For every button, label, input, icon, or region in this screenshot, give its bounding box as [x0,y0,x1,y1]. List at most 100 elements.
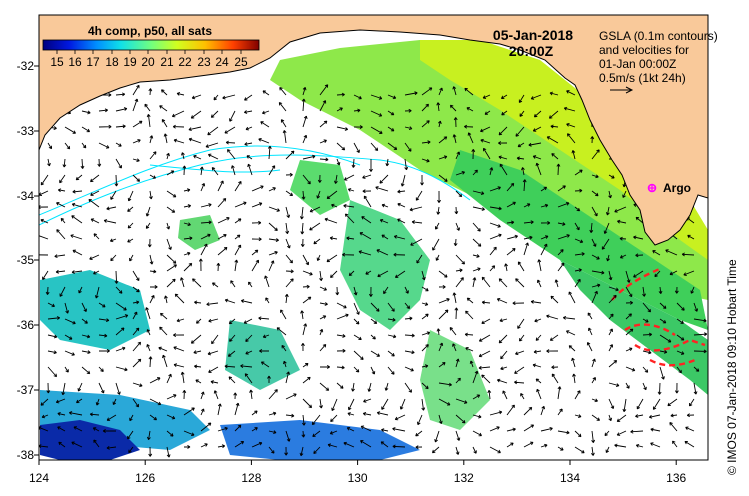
velocity-arrow [478,334,491,342]
velocity-arrow [62,158,67,168]
velocity-arrow [608,414,613,422]
velocity-arrow [421,286,429,292]
velocity-arrow [72,189,83,194]
velocity-arrow [376,411,389,416]
velocity-arrow [173,333,185,338]
velocity-arrow [421,87,433,96]
velocity-arrow [230,280,236,288]
velocity-arrow [302,270,313,276]
velocity-arrow [404,126,413,131]
velocity-arrow [370,142,379,151]
velocity-arrow [319,398,323,409]
velocity-arrow [387,94,397,100]
velocity-arrow [166,206,176,213]
velocity-arrow [183,204,192,208]
velocity-arrow [181,152,185,160]
velocity-arrow [432,238,440,251]
velocity-arrow [353,350,364,360]
velocity-arrow [455,171,466,176]
velocity-arrow [633,270,644,278]
velocity-arrow [149,284,158,289]
colorbar-tick-label: 16 [68,55,82,69]
velocity-arrow [572,373,576,384]
velocity-arrow [301,190,306,200]
velocity-arrow [387,110,395,116]
velocity-arrow [472,394,481,400]
velocity-arrow [466,297,474,304]
velocity-arrow [72,249,83,256]
velocity-arrow [566,90,576,96]
velocity-arrow [504,263,508,272]
velocity-arrow [515,126,525,137]
y-tick-label: -36 [17,318,35,332]
velocity-arrow [231,165,236,176]
velocity-arrow [132,286,140,293]
velocity-arrow [132,358,142,368]
velocity-arrow [650,442,661,448]
velocity-arrow [455,151,460,160]
y-tick-label: -37 [17,383,35,397]
velocity-arrow [319,382,330,391]
velocity-arrow [171,110,185,118]
velocity-arrow [336,92,345,97]
velocity-arrow [481,374,491,384]
velocity-arrow [95,398,100,406]
velocity-arrow [132,300,140,305]
velocity-arrow [217,233,227,240]
velocity-arrow [546,349,559,354]
velocity-arrow [166,414,176,420]
velocity-arrow [312,430,321,437]
velocity-arrow [397,202,406,208]
velocity-arrow [533,110,542,118]
velocity-arrow [81,302,87,313]
velocity-arrow [674,286,679,294]
velocity-arrow [633,235,644,240]
velocity-arrow [659,349,668,354]
colorbar-tick-labels: 15 16 17 18 19 20 21 22 23 24 25 [50,55,248,69]
velocity-arrow [635,216,644,224]
velocity-arrow [301,430,306,438]
velocity-arrow [285,254,293,264]
velocity-arrow [285,393,297,400]
velocity-arrow [438,398,451,406]
map-time: 20:00Z [509,43,554,59]
velocity-arrow [471,149,476,160]
velocity-arrow [159,105,168,112]
colorbar-tick-label: 18 [105,55,119,69]
velocity-arrow [212,282,219,288]
velocity-arrow [208,366,219,373]
velocity-arrow [353,108,361,113]
velocity-arrow [148,356,153,368]
velocity-arrow [166,152,170,160]
velocity-arrow [145,222,151,229]
velocity-arrow [438,284,446,289]
velocity-arrow [472,169,478,176]
velocity-arrow [300,222,305,235]
velocity-arrow [635,443,644,448]
velocity-arrow [404,108,412,113]
velocity-arrow [535,378,542,384]
velocity-arrow [365,270,372,275]
velocity-arrow [375,186,389,192]
velocity-arrow [438,297,450,304]
velocity-arrow [385,158,390,167]
velocity-arrow [571,150,576,160]
velocity-arrow [635,414,644,418]
velocity-arrow [523,441,534,448]
velocity-arrow [438,342,444,352]
velocity-arrow [302,376,311,384]
velocity-arrow [115,327,125,336]
velocity-arrow [81,318,88,324]
velocity-arrow [245,126,253,131]
velocity-arrow [608,270,613,281]
velocity-arrow [464,332,474,337]
velocity-arrow [285,172,293,177]
velocity-arrow [98,302,106,308]
velocity-arrow [115,346,126,352]
velocity-arrow [438,155,448,160]
velocity-arrow [98,366,104,372]
velocity-arrow [676,318,684,324]
velocity-arrow [514,380,525,385]
velocity-arrow [437,120,442,128]
velocity-arrow [127,206,134,212]
